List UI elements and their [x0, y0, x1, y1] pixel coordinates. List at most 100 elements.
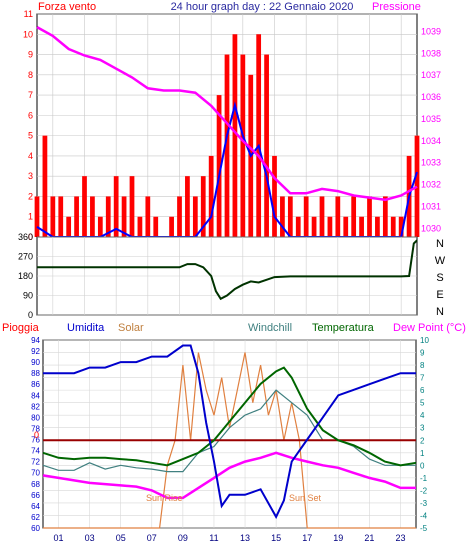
sunset-label: Sun Set [289, 493, 322, 503]
humidity-tick-label: 80 [31, 413, 40, 422]
wind-tick-label: 2 [28, 191, 33, 201]
pressure-line [36, 26, 418, 202]
humidity-tick-label: 66 [31, 491, 40, 500]
dewpoint-line [42, 451, 416, 500]
wind-tick-label: 6 [28, 110, 33, 120]
legend-temperature: Temperatura [312, 322, 375, 334]
wind-bar [375, 216, 380, 237]
legend-dewpoint: Dew Point (°C) [393, 322, 466, 334]
wind-tick-label: 8 [28, 70, 33, 80]
pressure-tick-label: 1038 [421, 48, 441, 58]
humidity-tick-label: 64 [31, 502, 40, 511]
wind-bar [327, 216, 333, 237]
wind-bar [137, 216, 143, 237]
direction-line [37, 239, 418, 301]
wind-bar [295, 216, 301, 237]
temperature-panel-series [42, 344, 417, 529]
wind-tick-label: 10 [23, 29, 33, 39]
pressure-tick-label: 1033 [421, 158, 441, 168]
wind-bar [50, 196, 56, 237]
wind-bar [264, 54, 269, 237]
wind-bar [185, 176, 190, 237]
wind-bar [74, 196, 79, 237]
hour-tick-label: 21 [364, 533, 374, 543]
temperature-tick-label: 6 [420, 386, 425, 395]
wind-bar [390, 216, 396, 237]
compass-label: S [436, 272, 443, 284]
temperature-tick-label: 1 [420, 449, 425, 458]
wind-bar [311, 216, 317, 237]
hour-tick-label: 09 [178, 533, 188, 543]
temperature-tick-label: 3 [420, 424, 425, 433]
temperature-tick-label: 9 [420, 349, 425, 358]
wind-bar [398, 216, 404, 237]
humidity-axis-ticks: 60 62 64 66 68 70 72 74 76 78 80 82 84 86 88 90 92 94 [31, 336, 40, 533]
wind-bar [90, 196, 95, 237]
wind-bar [42, 135, 48, 237]
wind-bar [105, 196, 111, 237]
legend-windchill: Windchill [248, 322, 292, 334]
compass-label: N [436, 238, 444, 250]
hour-tick-label: 15 [271, 533, 281, 543]
hour-tick-label: 01 [54, 533, 64, 543]
direction-tick-label: 360 [18, 232, 33, 242]
pressure-tick-label: 1030 [421, 223, 441, 233]
wind-bar [382, 196, 388, 237]
wind-tick-label: 11 [24, 9, 33, 19]
humidity-tick-label: 92 [31, 347, 40, 356]
wind-bar [287, 196, 293, 237]
wind-bar [129, 176, 135, 237]
temperature-tick-label: 10 [420, 336, 429, 345]
wind-bar [145, 196, 151, 237]
wind-bar [113, 176, 119, 237]
temperature-panel-grid [43, 339, 416, 529]
pressure-axis-ticks: 1030 1031 1032 1033 1034 1035 1036 1037 1038 1039 [421, 26, 441, 233]
pressure-axis-title: Pressione [372, 1, 421, 13]
wind-bar [351, 196, 357, 237]
temperature-tick-label: 8 [420, 361, 425, 370]
pressure-tick-label: 1031 [421, 201, 441, 211]
temperature-x-axis-ticks: 01 03 05 07 09 11 13 15 17 19 21 23 [54, 533, 406, 543]
hour-tick-label: 03 [85, 533, 95, 543]
humidity-line [43, 344, 416, 520]
wind-bar [367, 196, 372, 237]
compass-label: W [435, 255, 446, 267]
wind-bar [303, 196, 309, 237]
wind-tick-label: 0 [28, 232, 33, 242]
wind-bar [280, 196, 285, 237]
wind-axis-title: Forza vento [38, 1, 96, 13]
wind-bar [256, 34, 262, 237]
wind-bar [34, 196, 40, 237]
sunrise-label: Sun Rise [146, 493, 183, 503]
wind-bar [66, 216, 72, 237]
humidity-tick-label: 70 [31, 469, 40, 478]
wind-bar [232, 34, 238, 237]
humidity-tick-label: 78 [31, 424, 40, 433]
wind-bar [224, 54, 230, 237]
wind-bar [359, 216, 364, 237]
temperature-tick-label: -5 [420, 524, 428, 533]
humidity-tick-label: 84 [31, 391, 40, 400]
wind-bar [272, 155, 277, 237]
pressure-tick-label: 1036 [421, 92, 441, 102]
wind-tick-label: 9 [28, 50, 33, 60]
humidity-tick-label: 88 [31, 369, 40, 378]
temperature-tick-label: -1 [420, 474, 428, 483]
windchill-line [42, 389, 416, 473]
humidity-tick-label: 90 [31, 358, 40, 367]
humidity-tick-label: 94 [31, 336, 40, 345]
wind-bar [177, 196, 182, 237]
legend-humidity: Umidita [67, 322, 105, 334]
temperature-tick-label: 7 [420, 374, 425, 383]
pressure-tick-label: 1037 [421, 70, 441, 80]
pressure-tick-label: 1032 [421, 180, 441, 190]
direction-tick-label: 180 [18, 271, 33, 281]
hour-tick-label: 11 [209, 533, 218, 543]
solar-line [43, 352, 416, 529]
wind-tick-label: 5 [28, 131, 33, 141]
wind-axis-ticks: 0 1 2 3 4 5 6 7 8 9 10 11 [23, 9, 33, 242]
hour-tick-label: 05 [116, 533, 126, 543]
pressure-tick-label: 1034 [421, 136, 441, 146]
wind-bar [58, 196, 64, 237]
